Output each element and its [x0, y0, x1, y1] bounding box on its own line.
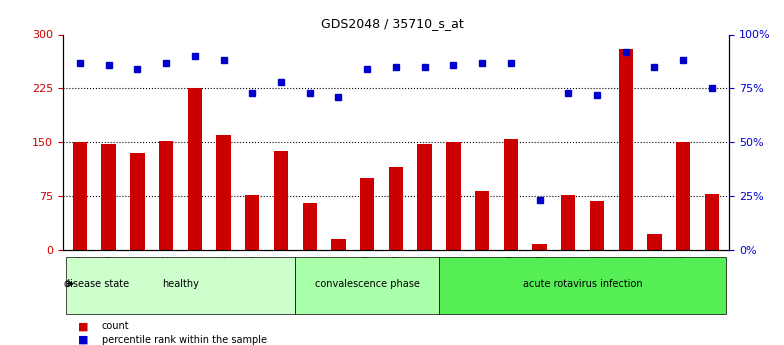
- Text: healthy: healthy: [162, 279, 199, 289]
- Bar: [590, 201, 604, 250]
- Bar: [676, 142, 691, 250]
- Bar: [446, 142, 460, 250]
- Bar: [216, 135, 230, 250]
- Bar: [130, 153, 144, 250]
- Bar: [475, 191, 489, 250]
- Bar: [561, 195, 575, 250]
- Text: convalescence phase: convalescence phase: [314, 279, 419, 289]
- Bar: [332, 239, 346, 250]
- Bar: [389, 167, 403, 250]
- Bar: [73, 142, 87, 250]
- Text: ■: ■: [78, 321, 89, 331]
- Bar: [274, 151, 289, 250]
- Text: percentile rank within the sample: percentile rank within the sample: [102, 335, 267, 345]
- Text: count: count: [102, 321, 129, 331]
- Text: ■: ■: [78, 335, 89, 345]
- Bar: [360, 178, 375, 250]
- Text: acute rotavirus infection: acute rotavirus infection: [523, 279, 642, 289]
- Bar: [101, 144, 116, 250]
- Bar: [705, 194, 719, 250]
- FancyBboxPatch shape: [66, 257, 296, 314]
- Bar: [245, 195, 260, 250]
- Bar: [417, 144, 432, 250]
- Bar: [303, 203, 317, 250]
- Bar: [648, 234, 662, 250]
- FancyBboxPatch shape: [296, 257, 439, 314]
- Bar: [159, 141, 173, 250]
- FancyBboxPatch shape: [439, 257, 726, 314]
- Bar: [187, 88, 202, 250]
- Bar: [619, 49, 633, 250]
- Text: disease state: disease state: [64, 279, 129, 289]
- Text: GDS2048 / 35710_s_at: GDS2048 / 35710_s_at: [321, 17, 463, 30]
- Bar: [532, 244, 546, 250]
- Bar: [503, 139, 518, 250]
